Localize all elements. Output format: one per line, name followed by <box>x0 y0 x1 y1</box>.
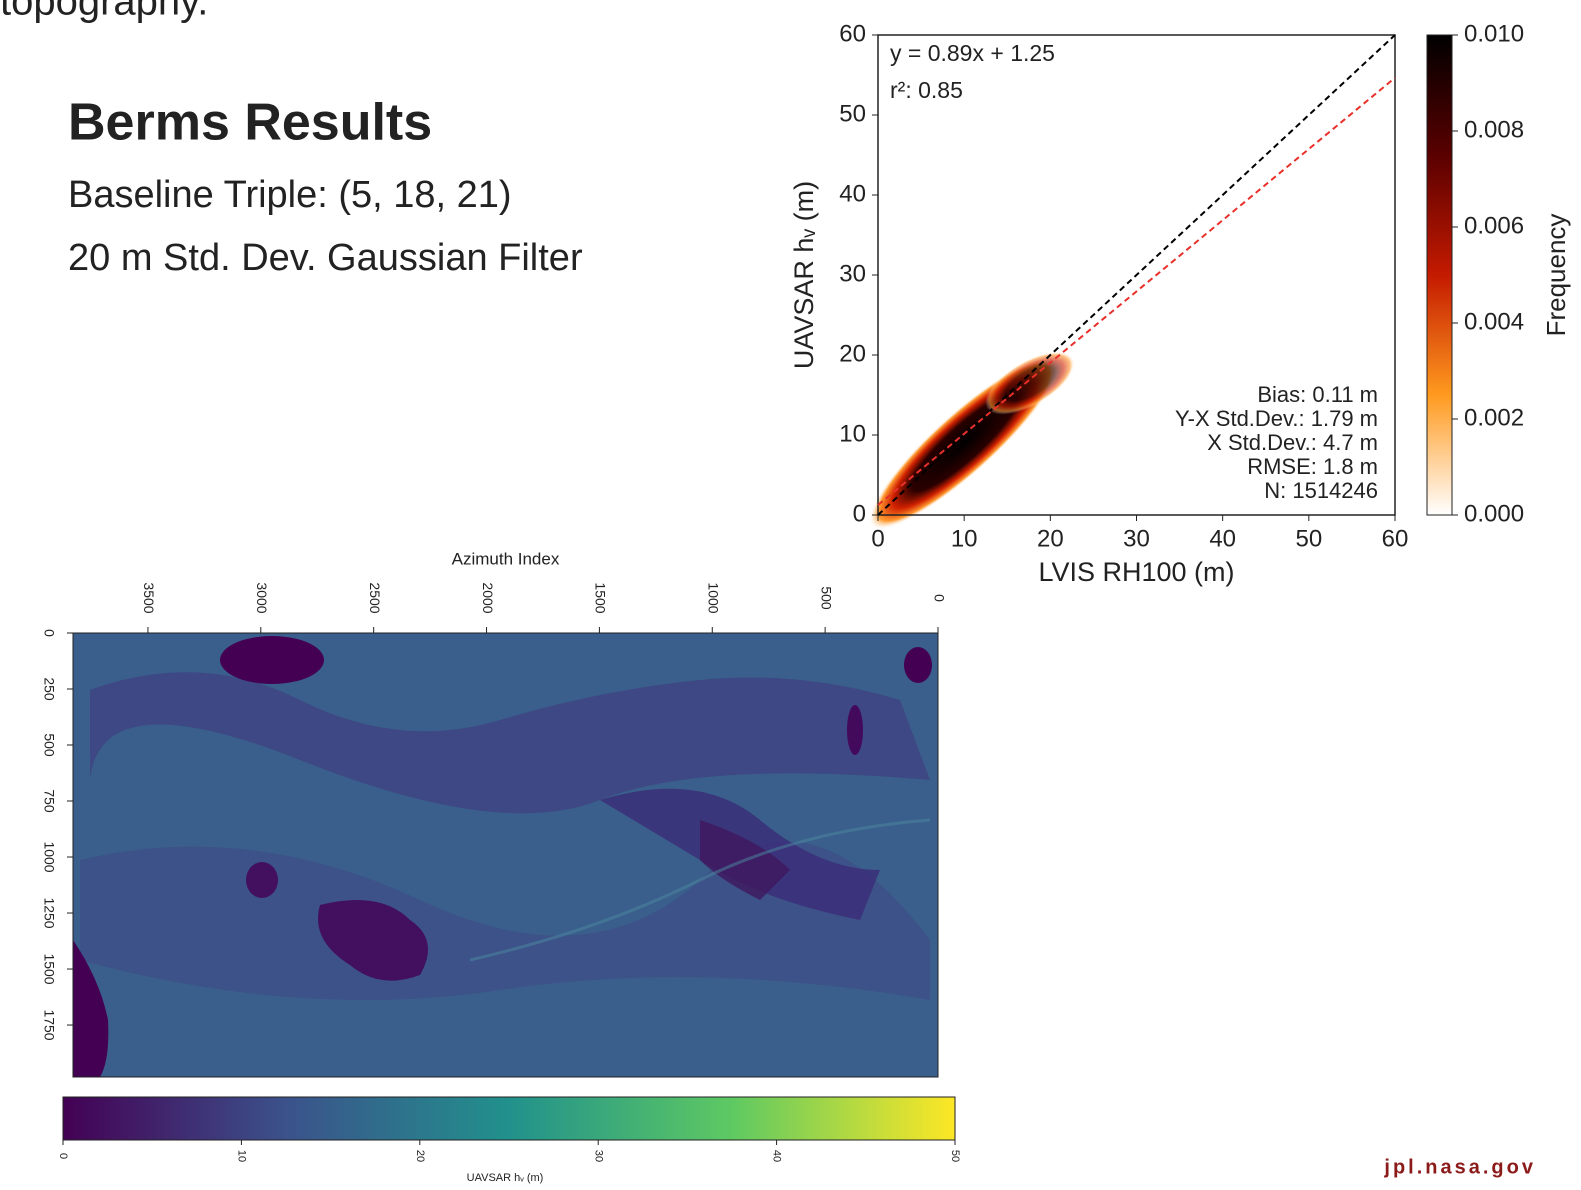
x-tick-label: 40 <box>1209 525 1236 552</box>
height-map <box>73 633 938 1077</box>
stat-label: X Std.Dev.: 4.7 m <box>1207 430 1378 455</box>
colorbar-tick-label: 30 <box>592 1150 604 1162</box>
y-tick-label: 1250 <box>41 897 57 928</box>
reference-line <box>877 77 1396 506</box>
x-tick-label: 1500 <box>593 582 609 613</box>
y-tick-label: 10 <box>839 420 866 447</box>
y-tick-label: 250 <box>41 677 57 701</box>
colorbar-tick-label: 50 <box>949 1150 961 1162</box>
y-tick-label: 500 <box>41 733 57 757</box>
annotation: r²: 0.85 <box>890 77 963 103</box>
slide-title: Berms Results <box>68 94 432 152</box>
colorbar-tick-label: 0.000 <box>1464 500 1524 527</box>
x-tick-label: 500 <box>818 586 834 610</box>
x-axis-label: Azimuth Index <box>452 549 560 568</box>
stat-label: Y-X Std.Dev.: 1.79 m <box>1175 406 1378 431</box>
subtitle: Baseline Triple: (5, 18, 21) <box>68 174 512 216</box>
colorbar-tick-label: 0.006 <box>1464 212 1524 239</box>
colorbar-label: Frequency <box>1541 214 1571 337</box>
map-frame <box>72 632 939 1078</box>
x-tick-label: 10 <box>951 525 978 552</box>
colorbar-tick-label: 0.004 <box>1464 308 1524 335</box>
y-tick-label: 50 <box>839 100 866 127</box>
y-tick-label: 30 <box>839 260 866 287</box>
x-tick-label: 60 <box>1382 525 1409 552</box>
colorbar <box>62 1096 956 1141</box>
footer: jpl.nasa.gov <box>1383 1156 1536 1178</box>
y-tick-label: 0 <box>853 500 866 527</box>
colorbar-tick-label: 0.002 <box>1464 404 1524 431</box>
y-tick-label: 750 <box>41 789 57 813</box>
y-tick-label: 1500 <box>41 953 57 984</box>
colorbar-tick-label: 0 <box>57 1153 69 1159</box>
stat-label: RMSE: 1.8 m <box>1247 454 1378 479</box>
x-tick-label: 0 <box>931 594 947 602</box>
annotation: y = 0.89x + 1.25 <box>890 40 1055 66</box>
x-tick-label: 1000 <box>706 582 722 613</box>
stat-label: Bias: 0.11 m <box>1257 382 1378 407</box>
colorbar-tick-label: 0.008 <box>1464 116 1524 143</box>
colorbar-tick-label: 20 <box>414 1150 426 1162</box>
stat-label: N: 1514246 <box>1264 478 1378 503</box>
x-tick-label: 2500 <box>367 582 383 613</box>
y-tick-label: 40 <box>839 180 866 207</box>
x-tick-label: 30 <box>1123 525 1150 552</box>
x-tick-label: 0 <box>871 525 884 552</box>
x-tick-label: 3500 <box>141 582 157 613</box>
x-tick-label: 20 <box>1037 525 1064 552</box>
y-tick-label: 1000 <box>41 841 57 872</box>
y-tick-label: 0 <box>41 629 57 637</box>
y-tick-label: 20 <box>839 340 866 367</box>
reference-line <box>877 34 1396 516</box>
y-axis-label: UAVSAR hᵥ (m) <box>789 181 819 369</box>
x-axis-label: LVIS RH100 (m) <box>1038 557 1234 587</box>
colorbar-tick-label: 10 <box>235 1150 247 1162</box>
x-tick-label: 3000 <box>254 582 270 613</box>
colorbar-tick-label: 0.010 <box>1464 20 1524 47</box>
x-tick-label: 50 <box>1295 525 1322 552</box>
x-tick-label: 2000 <box>480 582 496 613</box>
y-tick-label: 60 <box>839 20 866 47</box>
y-tick-label: 1750 <box>41 1009 57 1040</box>
colorbar-label: UAVSAR hᵥ (m) <box>467 1172 544 1184</box>
subtitle: 20 m Std. Dev. Gaussian Filter <box>68 237 583 279</box>
density-blob <box>868 351 1075 530</box>
header-fragment: topography. <box>0 0 208 24</box>
colorbar-tick-label: 40 <box>771 1150 783 1162</box>
colorbar <box>1426 34 1453 516</box>
